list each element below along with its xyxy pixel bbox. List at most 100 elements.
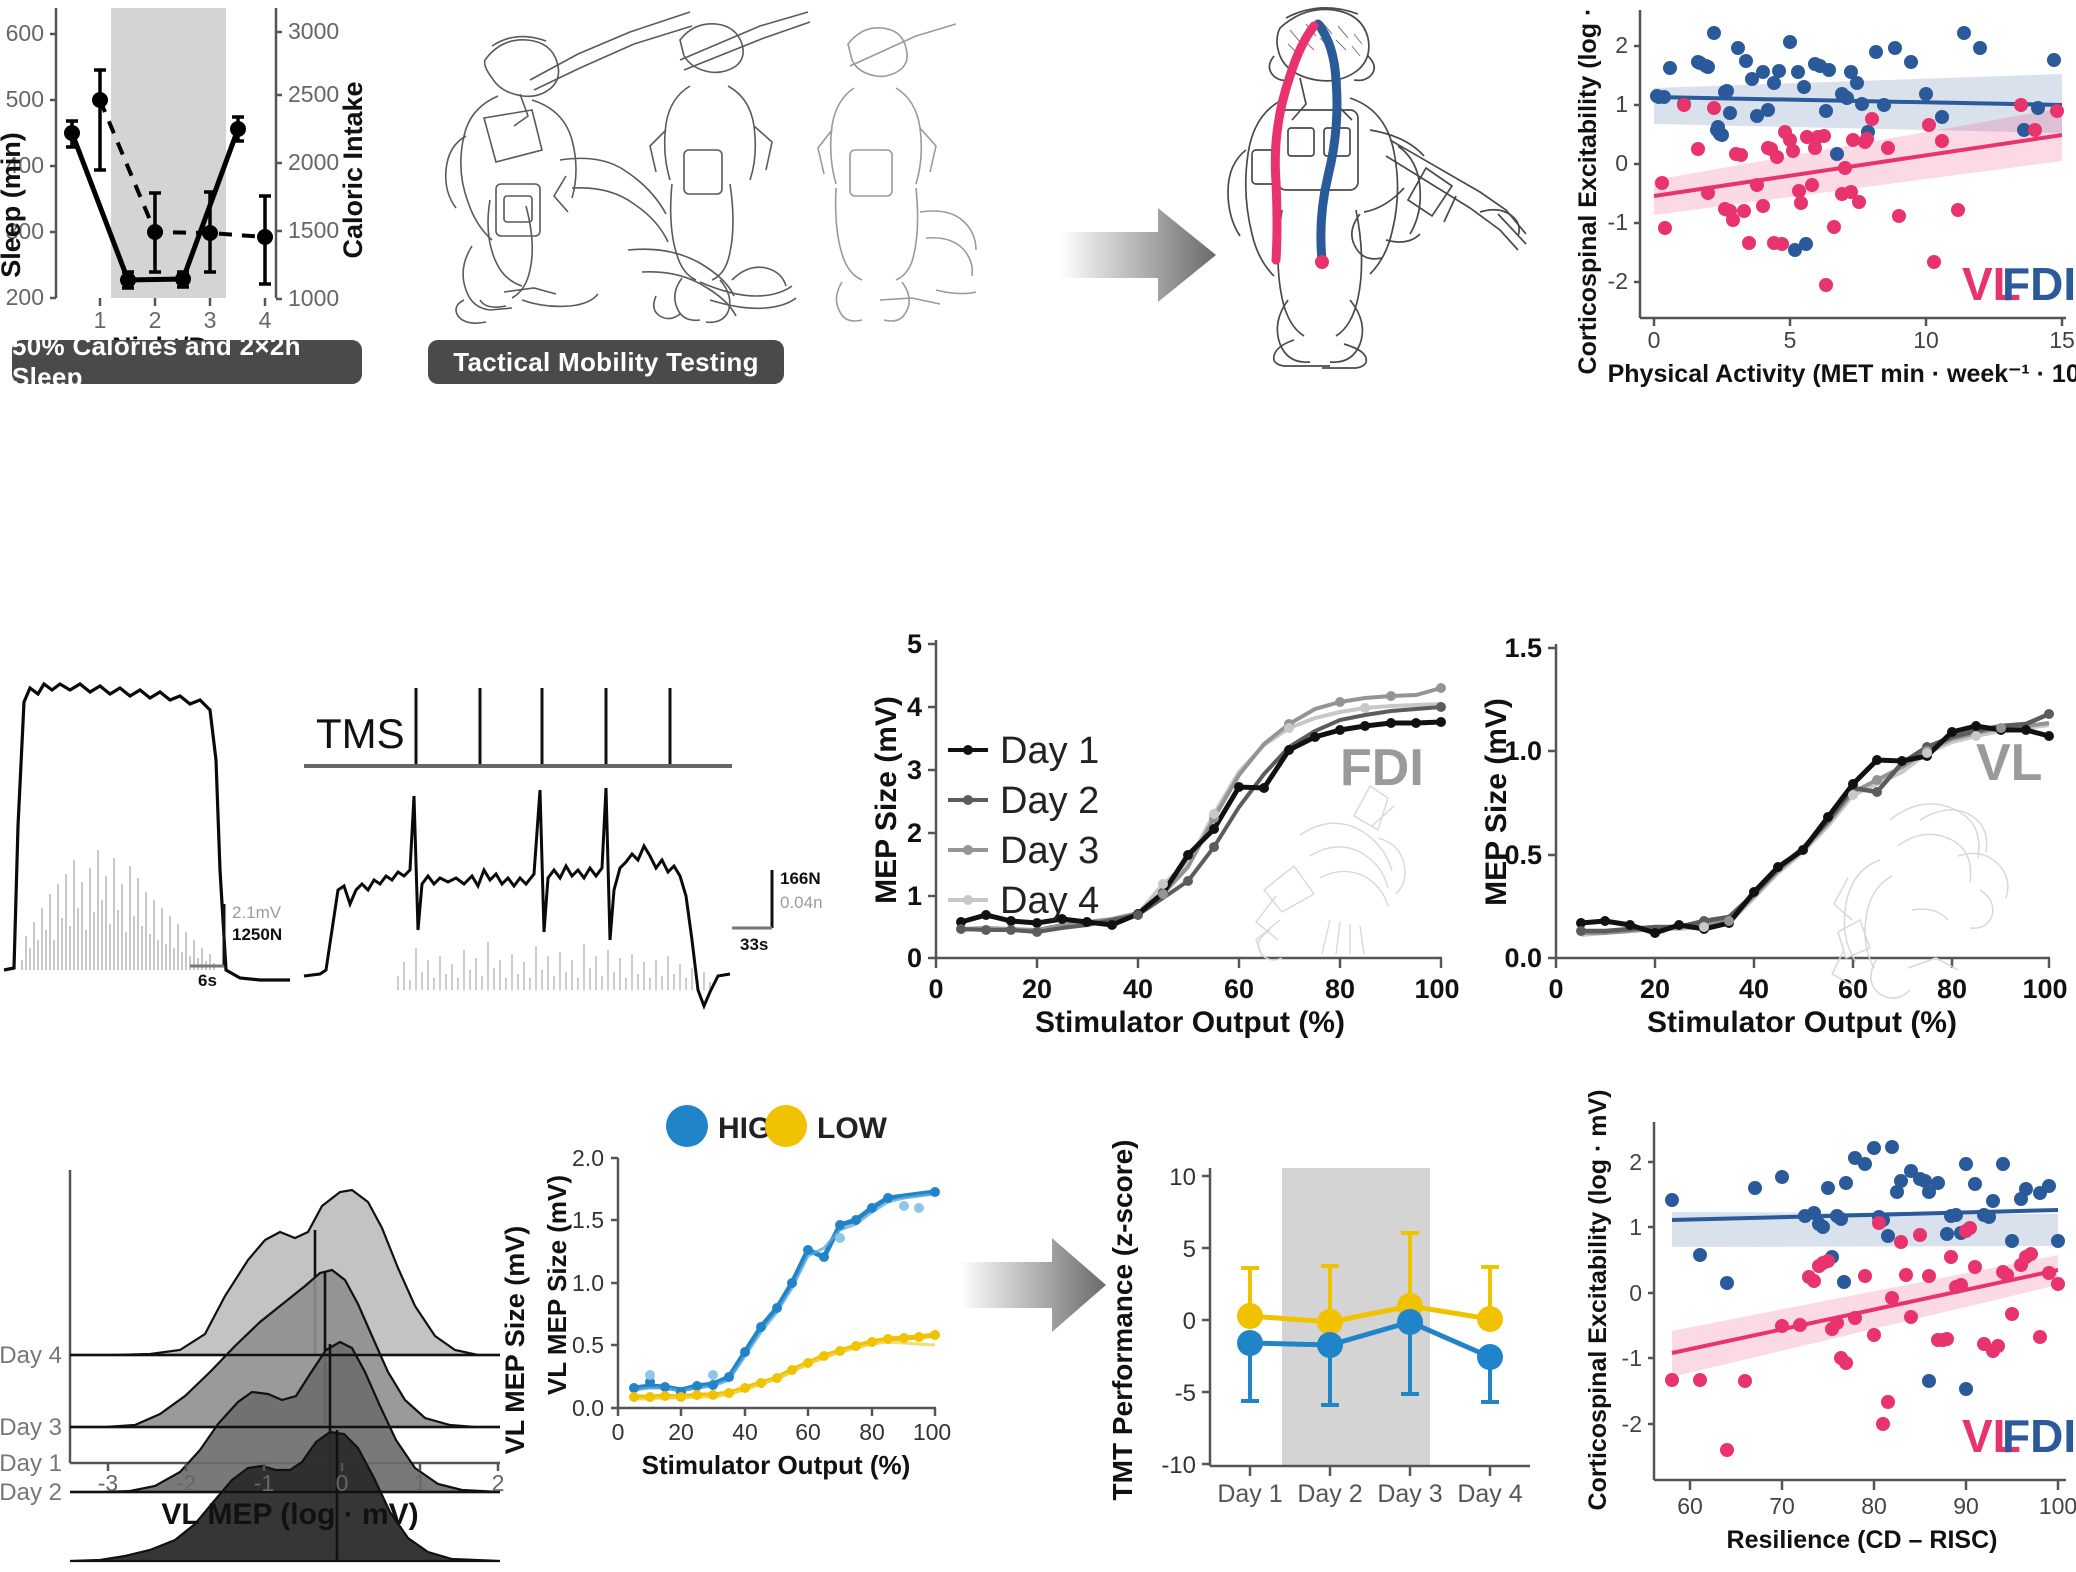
svg-text:2: 2 [492, 1470, 505, 1496]
panel-tms-trace: TMS 166N 0.04n 33s [300, 640, 860, 1020]
legend-low-dot [765, 1105, 807, 1147]
scatter1-x-ticks: 0 5 10 15 [1648, 318, 2075, 353]
panel-vl-recruitment-curve: 1.5 1.0 0.5 0.0 0 20 40 60 80 100 [1480, 620, 2076, 1040]
svg-text:100: 100 [1414, 974, 1459, 1004]
tmt-xtick-day2: Day 2 [1297, 1480, 1362, 1508]
legend-fdi-label-2: FDI [2002, 1410, 2076, 1462]
svg-text:1: 1 [414, 1470, 427, 1496]
tmt-x-ticks: Day 1 Day 2 Day 3 Day 4 [1217, 1466, 1523, 1508]
y-axis-label-sleep: Sleep (min) [0, 132, 26, 278]
arrow-right-row3 [960, 1230, 1110, 1340]
svg-text:0: 0 [1615, 150, 1628, 176]
svg-text:0.5: 0.5 [1504, 840, 1542, 870]
svg-text:1.5: 1.5 [572, 1207, 604, 1233]
vl-points-2 [1665, 1216, 2065, 1457]
ridge-day-baselines [70, 1353, 500, 1494]
svg-text:1: 1 [1615, 91, 1628, 117]
svg-text:-5: -5 [1175, 1380, 1196, 1407]
svg-text:1.5: 1.5 [1504, 633, 1542, 663]
ridge-y-axis-label: VL MEP Size (mV) [500, 1226, 530, 1455]
legend-day2: Day 2 [1000, 780, 1099, 822]
legend-high-dot [666, 1105, 708, 1147]
svg-text:15: 15 [2049, 327, 2075, 353]
svg-text:40: 40 [732, 1419, 758, 1445]
x-ticks: 1 2 3 4 [94, 298, 272, 333]
fdi-day4-points [1158, 703, 1370, 889]
tms-grey-emg [397, 942, 711, 990]
legend-day1: Day 1 [1000, 730, 1099, 772]
svg-text:80: 80 [1937, 974, 1967, 1004]
svg-text:60: 60 [1838, 974, 1868, 1004]
soldier-drag-illustration [444, 11, 977, 324]
fdi-watermark-label: FDI [1340, 739, 1424, 797]
svg-text:0.0: 0.0 [572, 1395, 604, 1421]
fdi-fit-line-2 [1671, 1208, 2059, 1222]
svg-text:80: 80 [859, 1419, 885, 1445]
emg-scale-bar: 2.1mV 1250N 6s [190, 903, 282, 990]
svg-text:-3: -3 [98, 1470, 118, 1496]
tmt-y-axis-label: TMT Performance (z-score) [1107, 1140, 1138, 1501]
tract-blue [1313, 19, 1342, 265]
ridge-day1 [69, 1430, 501, 1563]
ridge-label-day2: Day 2 [0, 1479, 62, 1506]
tract-pink [1270, 21, 1319, 265]
arrow-icon [1060, 208, 1216, 302]
svg-text:2: 2 [1615, 32, 1628, 58]
svg-text:20: 20 [1022, 974, 1052, 1004]
tmt-xtick-day1: Day 1 [1217, 1480, 1282, 1508]
panel-ridgeline-vl-mep: Day 4 Day 3 Day 2 Day 1 -3 -2 -1 0 1 2 V… [0, 1080, 540, 1563]
svg-text:3: 3 [907, 755, 922, 785]
vl-watermark-label: VL [1976, 734, 2042, 792]
ridge-label-day1: Day 1 [0, 1450, 62, 1477]
vl-day1-points [1576, 721, 2054, 938]
svg-text:1.0: 1.0 [1504, 736, 1542, 766]
caption-calories-sleep-text: 50% Calories and 2×2h Sleep [12, 331, 301, 392]
vl-fit-line [1653, 133, 2063, 198]
svg-text:3000: 3000 [288, 18, 339, 44]
svg-text:0: 0 [1629, 1280, 1642, 1306]
caption-tactical-mobility: Tactical Mobility Testing [428, 340, 784, 384]
svg-text:20: 20 [668, 1419, 694, 1445]
emg-grey-bursts [21, 850, 215, 970]
y-axis-label-caloric: Caloric Intake [338, 81, 368, 258]
highlow-x-axis-label: Stimulator Output (%) [642, 1450, 911, 1480]
svg-text:80: 80 [1861, 1493, 1887, 1519]
svg-text:4: 4 [259, 307, 272, 333]
svg-text:600: 600 [6, 20, 44, 46]
svg-text:80: 80 [1325, 974, 1355, 1004]
tms-scale-n: 0.04n [780, 893, 823, 912]
ridge-y-labels: Day 4 Day 3 Day 2 Day 1 [0, 1342, 62, 1506]
svg-text:0.0: 0.0 [1504, 943, 1542, 973]
svg-text:100: 100 [2039, 1493, 2076, 1519]
highlow-legend: HIGH LOW [666, 1105, 888, 1147]
panel-tmt-performance: 10 5 0 -5 -10 Day 1 Day 2 Day 3 Day 4 [1100, 1100, 1580, 1550]
svg-text:5: 5 [1183, 1236, 1196, 1263]
panel-scatter-resilience: 2 1 0 -1 -2 60 70 80 90 100 [1570, 1090, 2076, 1560]
panel-soldier-tms-illustration [1190, 0, 1570, 370]
tmt-xtick-day3: Day 3 [1377, 1480, 1442, 1508]
panel-tactical-mobility-illustration [380, 0, 1080, 335]
svg-text:-2: -2 [1622, 1411, 1642, 1437]
tms-force-trace [303, 787, 731, 1011]
caption-calories-sleep: 50% Calories and 2×2h Sleep [12, 331, 362, 392]
svg-text:1: 1 [907, 881, 922, 911]
highlow-x-ticks: 0 20 40 60 80 100 [612, 1408, 951, 1445]
scatter1-x-axis-label: Physical Activity (MET min · week⁻¹ · 10… [1608, 360, 2076, 388]
highlow-low-points [629, 1330, 940, 1402]
panel-scatter-physical-activity: 2 1 0 -1 -2 0 5 10 15 [1570, 0, 2076, 392]
svg-text:10: 10 [1169, 1164, 1196, 1191]
vl-day3-points [1724, 723, 2006, 926]
fdi-x-axis-label: Stimulator Output (%) [1035, 1006, 1345, 1039]
svg-text:-10: -10 [1161, 1452, 1196, 1479]
legend-fdi-label: FDI [2002, 258, 2076, 310]
scatter1-y-axis-label: Corticospinal Excitability (log · mV) [1574, 0, 1602, 374]
svg-text:5: 5 [907, 629, 922, 659]
caption-tactical-mobility-text: Tactical Mobility Testing [453, 346, 759, 377]
svg-text:500: 500 [6, 86, 44, 112]
svg-text:2000: 2000 [288, 149, 339, 175]
svg-text:-1: -1 [1622, 1345, 1642, 1371]
tmt-y-ticks: 10 5 0 -5 -10 [1161, 1164, 1210, 1479]
panel-emg-force-trace: 2.1mV 1250N 6s [0, 640, 300, 1020]
vl-leg-watermark [1831, 803, 2009, 999]
fdi-day2-points [956, 702, 1446, 937]
